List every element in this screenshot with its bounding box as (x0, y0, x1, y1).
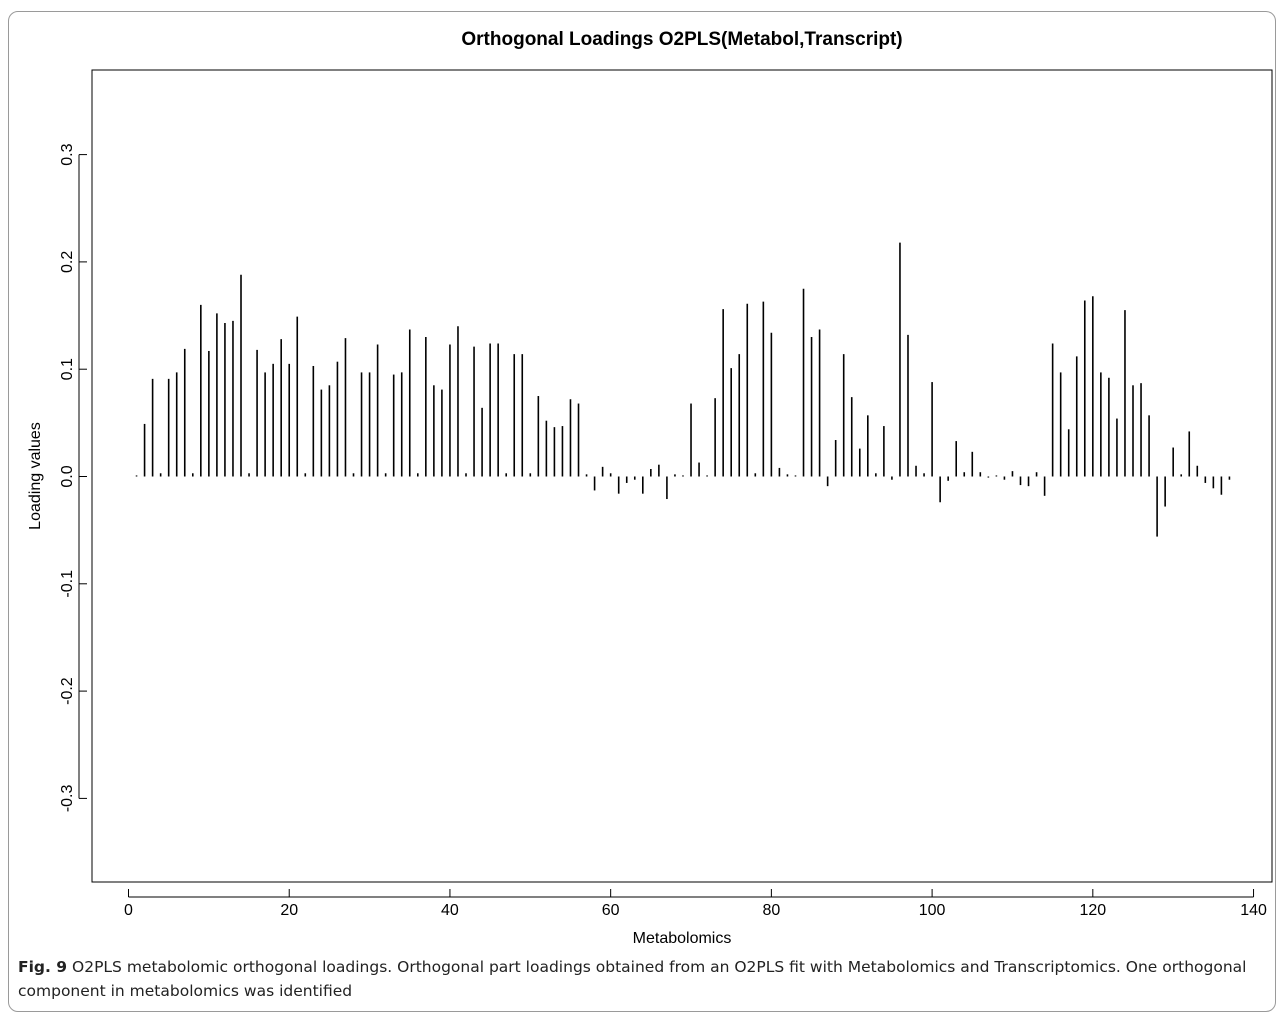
chart: Orthogonal Loadings O2PLS(Metabol,Transc… (27, 29, 1273, 947)
y-tick-label: -0.2 (59, 677, 76, 705)
x-axis-label: Metabolomics (633, 930, 732, 947)
x-tick-label: 60 (602, 902, 620, 919)
x-tick-label: 20 (280, 902, 298, 919)
caption-label: Fig. 9 (18, 958, 68, 976)
x-tick-label: 0 (124, 902, 133, 919)
figure-frame (8, 11, 1276, 1012)
y-axis: -0.3 -0.2 -0.1 0.0 0.1 0.2 0.3 (59, 143, 87, 812)
y-tick-label: -0.3 (59, 785, 76, 813)
chart-title: Orthogonal Loadings O2PLS(Metabol,Transc… (461, 29, 902, 50)
y-tick-label: 0.0 (59, 465, 76, 487)
x-tick-label: 120 (1079, 902, 1106, 919)
caption-text: O2PLS metabolomic orthogonal loadings. O… (18, 958, 1247, 1000)
x-tick-label: 80 (762, 902, 780, 919)
y-axis-label: Loading values (27, 422, 44, 530)
x-tick-label: 40 (441, 902, 459, 919)
y-tick-label: -0.1 (59, 570, 76, 598)
plot-area-border (91, 69, 1273, 883)
y-tick-label: 0.1 (59, 358, 76, 380)
x-tick-label: 140 (1240, 902, 1267, 919)
figure-caption: Fig. 9 O2PLS metabolomic orthogonal load… (18, 955, 1268, 1003)
bars-group (135, 242, 1231, 537)
y-tick-label: 0.3 (59, 143, 76, 165)
y-tick-label: 0.2 (59, 251, 76, 273)
x-axis: 0 20 40 60 80 100 120 140 (124, 889, 1267, 919)
x-tick-label: 100 (919, 902, 946, 919)
